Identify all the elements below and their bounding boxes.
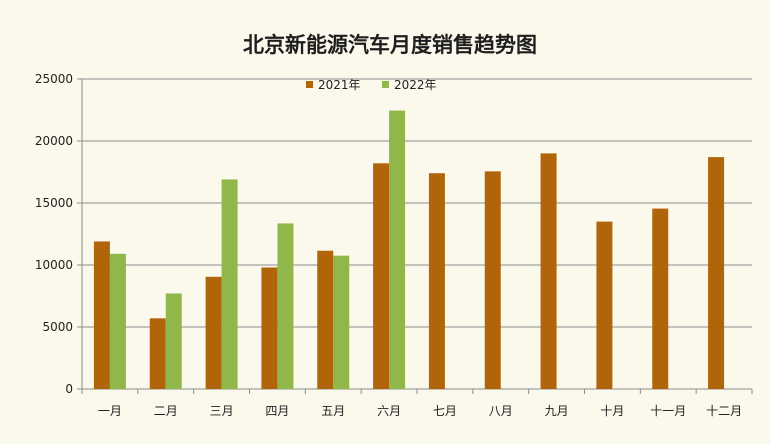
bar-series1 [373,163,390,389]
y-tick-label: 25000 [35,72,73,86]
bar-series1 [93,241,110,389]
legend: 2021年 2022年 [306,78,437,92]
bar-series1 [205,276,222,389]
bar-series2 [109,253,126,389]
x-tick-label: 一月 [98,404,122,418]
y-tick-label: 20000 [35,134,73,148]
bar-series1 [261,267,278,389]
bar-series2 [333,255,350,389]
x-tick-label: 六月 [377,404,401,418]
x-tick-label: 十月 [600,404,624,418]
axes [77,78,753,394]
bar-series1 [428,173,445,389]
bars [93,110,725,390]
legend-label: 2021年 [318,78,361,92]
y-tick-label: 5000 [42,320,73,334]
bar-series2 [277,223,294,389]
y-tick-label: 10000 [35,258,73,272]
legend-label: 2022年 [394,78,437,92]
bar-series1 [708,157,725,389]
x-tick-label: 五月 [321,404,345,418]
bar-series2 [165,293,182,389]
x-tick-label: 十一月 [650,404,686,418]
x-tick-label: 八月 [489,404,513,418]
bar-series1 [540,153,557,389]
bar-series1 [652,208,669,389]
bar-series1 [484,171,501,389]
x-tick-label: 二月 [154,404,178,418]
bar-series1 [596,221,613,389]
tick-labels: 0 5000 10000 15000 20000 25000 一月 二月 三月 四月 五月 六月 七月 八… [35,72,742,418]
x-tick-label: 三月 [210,404,234,418]
grid-lines [82,78,752,328]
legend-swatch [382,81,389,88]
bar-series2 [221,179,238,389]
x-tick-label: 七月 [433,404,457,418]
legend-swatch [306,81,313,88]
chart-title: 北京新能源汽车月度销售趋势图 [243,33,537,57]
y-tick-label: 15000 [35,196,73,210]
x-tick-label: 九月 [545,404,569,418]
bar-series1 [317,250,334,389]
y-tick-label: 0 [65,382,73,396]
bar-series1 [149,318,166,389]
bar-series2 [389,110,406,390]
x-tick-label: 十二月 [706,404,742,418]
x-tick-label: 四月 [265,404,289,418]
